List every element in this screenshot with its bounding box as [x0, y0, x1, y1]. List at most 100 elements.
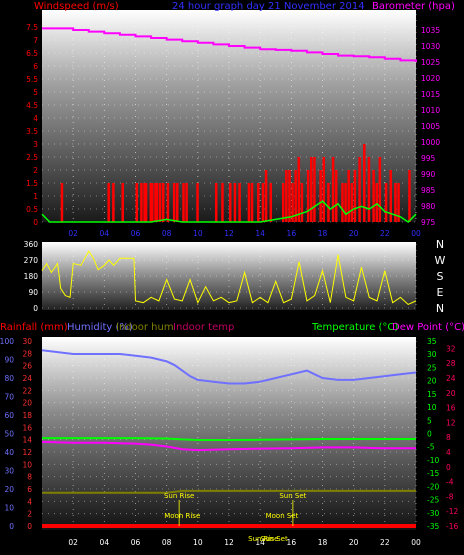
windspeed-bar — [389, 170, 393, 222]
windspeed-bar — [347, 170, 350, 222]
wind-y-tick: 7.5 — [26, 23, 38, 32]
wind-x-tick: 08 — [162, 229, 172, 238]
rainfall-y-tick: 14 — [22, 436, 32, 445]
windspeed-bar — [367, 157, 371, 222]
barometer-line — [42, 27, 417, 62]
windspeed-bar — [214, 183, 218, 222]
humidity-y-tick: 60 — [4, 411, 14, 420]
windspeed-bar — [185, 183, 188, 222]
dew-point-y-tick: 0 — [446, 463, 451, 472]
barometer-y-tick: 975 — [421, 218, 436, 227]
wind-y-tick: 3 — [33, 140, 38, 149]
windspeed-bar — [269, 183, 273, 222]
climate-x-tick: 06 — [131, 538, 141, 547]
wind-y-tick: 4 — [33, 114, 38, 123]
windspeed-bar — [182, 183, 185, 222]
humidity-y-tick: 20 — [4, 485, 14, 494]
windspeed-bar — [149, 183, 153, 222]
windspeed-bar — [257, 183, 260, 222]
dew-point-y-tick: 32 — [446, 344, 456, 353]
barometer-y-tick: 985 — [421, 186, 436, 195]
wind-y-tick: 6.5 — [26, 49, 38, 58]
windspeed-bar — [291, 183, 294, 222]
climate-x-tick: 12 — [224, 538, 234, 547]
rainfall-y-tick: 20 — [22, 399, 32, 408]
indoor-hum-label: Indoor hum — [116, 322, 174, 333]
windspeed-bar — [229, 183, 232, 222]
barometer-y-tick: 1035 — [421, 26, 440, 35]
barometer-y-tick: 1005 — [421, 122, 440, 131]
humidity-y-tick: 50 — [4, 430, 14, 439]
temperature-y-tick: 10 — [427, 403, 437, 412]
climate-chart: 0102030405060708090100024681012141618202… — [0, 337, 458, 547]
wind-x-tick: 00 — [411, 229, 421, 238]
windspeed-bar — [112, 183, 115, 222]
climate-x-tick: 14 — [255, 538, 265, 547]
temperature-y-tick: 15 — [427, 390, 437, 399]
direction-y-tick: 90 — [28, 288, 38, 297]
humidity-y-tick: 100 — [0, 337, 14, 346]
dew-point-y-tick: -8 — [446, 492, 454, 501]
humidity-y-tick: 70 — [4, 393, 14, 402]
windspeed-bar — [297, 157, 301, 222]
windspeed-bar — [238, 183, 241, 222]
windspeed-bar — [221, 183, 224, 222]
sun-moon-annotation: Sun Rise — [248, 535, 278, 543]
wind-x-tick: 18 — [318, 229, 328, 238]
wind-x-tick: 06 — [131, 229, 141, 238]
compass-label: E — [437, 286, 444, 299]
windspeed-bar — [306, 170, 310, 222]
temperature-y-tick: 25 — [427, 363, 437, 372]
windspeed-bar — [341, 183, 344, 222]
rainfall-y-tick: 12 — [22, 448, 32, 457]
wind-x-tick: 10 — [193, 229, 203, 238]
windspeed-bar — [310, 157, 313, 222]
temperature-label: Temperature (°C) — [311, 322, 398, 333]
wind-axis-label: Windspeed (m/s) — [34, 1, 119, 12]
dew-point-y-tick: -4 — [446, 478, 454, 487]
climate-x-tick: 16 — [287, 538, 297, 547]
windspeed-bar — [250, 183, 254, 222]
sun-moon-annotation: Sun Rise — [164, 492, 194, 500]
rainfall-y-tick: 18 — [22, 411, 32, 420]
rainfall-label: Rainfall (mm) — [0, 322, 68, 333]
wind-y-tick: 5 — [33, 88, 38, 97]
barometer-y-tick: 990 — [421, 170, 436, 179]
windspeed-bar — [166, 183, 170, 222]
windspeed-bar — [358, 157, 361, 222]
humidity-y-tick: 40 — [4, 448, 14, 457]
dew-point-y-tick: 4 — [446, 448, 451, 457]
windspeed-bar — [140, 183, 143, 222]
indoor-temp-label: Indoor temp — [173, 322, 234, 333]
windspeed-bar — [327, 183, 330, 222]
wind-barometer-chart: 0 0.5 1 1.5 2 2.5 3 3.5 4 4.5 5 5.5 6 6.5 7 7.5 975 980 98… — [26, 14, 440, 238]
dew-point-y-tick: 12 — [446, 418, 456, 427]
windspeed-bar — [322, 157, 325, 222]
windspeed-bar — [247, 183, 251, 222]
barometer-y-tick: 1015 — [421, 90, 440, 99]
series-line — [41, 349, 417, 385]
windspeed-bar — [344, 183, 347, 222]
rainfall-y-tick: 16 — [22, 423, 32, 432]
wind-y-tick: 3.5 — [26, 127, 38, 136]
windspeed-bar — [319, 170, 322, 222]
climate-x-tick: 20 — [349, 538, 359, 547]
windspeed-bar — [294, 170, 297, 222]
barometer-axis-label: Barometer (hpa) — [372, 1, 455, 12]
compass-label: N — [436, 238, 444, 251]
windspeed-bar — [408, 170, 411, 222]
temperature-y-tick: -15 — [427, 469, 439, 478]
temperature-y-tick: -5 — [427, 443, 435, 452]
rainfall-y-tick: 30 — [22, 337, 32, 346]
rainfall-y-tick: 22 — [22, 386, 32, 395]
barometer-y-tick: 995 — [421, 154, 436, 163]
windspeed-bar — [158, 183, 162, 222]
wind-y-tick: 1.5 — [26, 179, 38, 188]
direction-y-tick: 180 — [24, 272, 39, 281]
wind-y-tick: 1 — [33, 192, 38, 201]
temperature-y-tick: 0 — [427, 430, 432, 439]
direction-y-tick: 360 — [24, 240, 39, 249]
wind-y-tick: 5.5 — [26, 75, 38, 84]
windspeed-bar — [161, 183, 165, 222]
